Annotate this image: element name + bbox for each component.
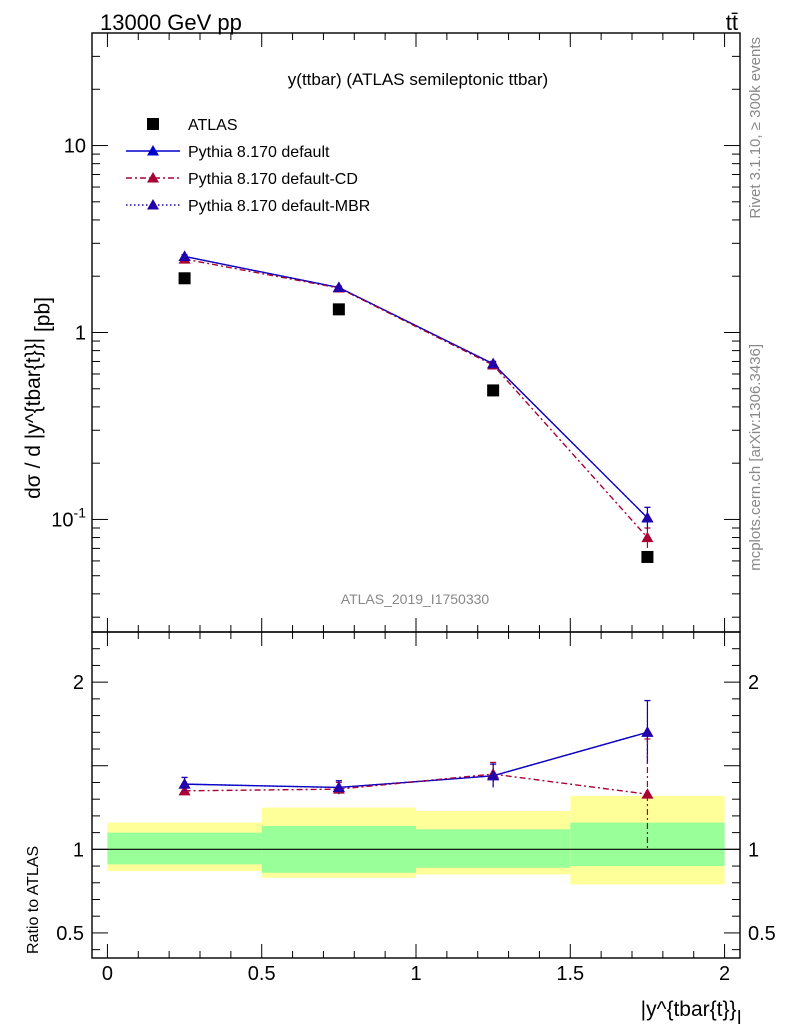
legend-label: Pythia 8.170 default	[188, 144, 330, 161]
main-mbr-marker	[641, 511, 654, 523]
ratio-cd-line	[184, 773, 648, 795]
ratio-y-tick-label-right: 2	[748, 672, 759, 694]
x-tick-label: 1	[410, 963, 421, 985]
main-cd-marker	[641, 531, 654, 543]
legend-label: Pythia 8.170 default-CD	[188, 171, 358, 188]
main-y-tick-label: 10-1	[51, 504, 86, 531]
chart-title: y(ttbar) (ATLAS semileptonic ttbar)	[288, 70, 548, 89]
energy-label: 13000 GeV pp	[100, 10, 242, 35]
watermark-label: ATLAS_2019_I1750330	[341, 591, 490, 607]
legend-default-marker	[147, 145, 159, 156]
ratio-mbr-marker	[332, 781, 345, 792]
ratio-y-tick-label-left: 0.5	[56, 923, 84, 945]
x-axis-label: |y^{tbar{t}}|	[641, 998, 742, 1024]
ratio-inner-band-2	[416, 829, 571, 868]
main-y-axis-label: dσ / d |y^{tbar{t}}| [pb]	[22, 297, 54, 499]
ratio-mbr-marker	[487, 769, 500, 781]
main-mbr-marker	[487, 357, 500, 369]
main-mbr-marker	[332, 281, 345, 293]
main-atlas-marker	[487, 384, 500, 397]
process-label: tt̄	[726, 10, 738, 35]
ratio-cd-marker	[641, 788, 654, 799]
legend-atlas-marker	[147, 118, 159, 130]
main-cd-line	[184, 258, 648, 539]
main-atlas-marker	[332, 303, 345, 316]
ratio-y-axis-label: Ratio to ATLAS	[25, 846, 42, 954]
main-panel: 10-1 1 10 dσ / d |y^{tbar{t}}| [pb] ATLAS Pyt…	[22, 32, 741, 633]
ratio-mbr-line	[184, 731, 648, 789]
ratio-y-tick-label-right: 1	[748, 839, 759, 861]
ratio-y-tick-label-left: 2	[73, 672, 84, 694]
main-y-tick-label: 1	[75, 323, 86, 345]
ratio-y-tick-label-left: 1	[73, 839, 84, 861]
ratio-y-tick-label-right: 0.5	[748, 923, 776, 945]
x-tick-label: 2	[719, 963, 730, 985]
ratio-inner-band-0	[107, 832, 262, 865]
main-default-line	[184, 255, 648, 519]
main-y-tick-label: 10	[64, 136, 86, 158]
main-mbr-marker	[178, 250, 191, 261]
ratio-mbr-marker	[641, 726, 654, 737]
legend-label: Pythia 8.170 default-MBR	[188, 198, 370, 215]
ratio-mbr-marker	[178, 778, 191, 789]
ratio-panel: 0 0.5 1 1.5 2 0.5 0.5 1 1 2 2 Ratio to ATLAS |y^{tba…	[25, 631, 776, 1024]
x-tick-label: 1.5	[556, 963, 584, 985]
x-tick-label: 0.5	[248, 963, 276, 985]
main-atlas-marker	[641, 550, 654, 563]
legend-mbr-marker	[147, 199, 159, 210]
ratio-inner-band-3	[570, 822, 725, 867]
legend-label: ATLAS	[188, 117, 238, 134]
ratio-default-line	[184, 731, 648, 789]
main-mbr-line	[184, 255, 648, 519]
x-tick-label: 0	[102, 963, 113, 985]
main-atlas-marker	[178, 272, 191, 285]
mcplots-label: mcplots.cern.ch [arXiv:1306.3436]	[747, 344, 764, 571]
rivet-label: Rivet 3.1.10, ≥ 300k events	[747, 37, 764, 219]
legend-cd-marker	[147, 172, 159, 183]
